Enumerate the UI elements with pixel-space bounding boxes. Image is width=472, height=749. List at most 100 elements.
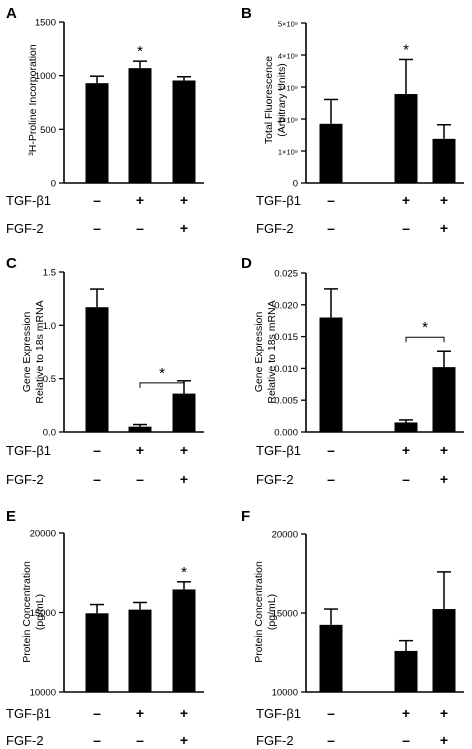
panel-label: B [241, 5, 252, 22]
y-tick-label: 0.5 [43, 374, 56, 385]
treatment-sign: – [402, 732, 410, 748]
y-tick-label: 10000 [30, 688, 56, 699]
y-tick-label: 15000 [272, 609, 298, 620]
treatment-sign: + [440, 192, 448, 208]
treatment-sign: + [402, 192, 410, 208]
y-tick-label: 15000 [30, 608, 56, 619]
treatment-sign: + [180, 220, 188, 236]
y-axis-title: Protein Concentration(pg/mL) [21, 561, 46, 663]
y-tick-label: 0 [51, 179, 56, 190]
treatment-sign: + [440, 220, 448, 236]
treatment-sign: – [402, 471, 410, 487]
treatment-sign: – [93, 192, 101, 208]
y-axis-title-line: Relative to 18s mRNA [34, 300, 46, 403]
treatment-sign: – [136, 220, 144, 236]
treatment-sign: + [136, 442, 144, 458]
panel-label: C [6, 255, 17, 272]
y-tick-label: 0.000 [274, 428, 298, 439]
treatment-label: TGF-β1 [6, 443, 51, 458]
y-axis-title-line: Relative to 18s mRNA [266, 300, 278, 403]
bar [172, 589, 196, 692]
treatment-sign: – [93, 705, 101, 721]
treatment-sign: + [440, 442, 448, 458]
bar [319, 317, 343, 432]
treatment-label: TGF-β1 [256, 443, 301, 458]
y-tick-label: 0.020 [274, 300, 298, 311]
y-tick-label: 10000 [272, 688, 298, 699]
y-tick-label: 20000 [272, 530, 298, 541]
significance-star: * [181, 564, 187, 581]
y-tick-label: 1000 [35, 71, 56, 82]
bar [394, 94, 418, 183]
y-tick-label: 2×10⁹ [278, 116, 298, 125]
treatment-label: FGF-2 [6, 221, 44, 236]
y-axis-title-line: Protein Concentration [21, 561, 33, 663]
treatment-sign: – [327, 471, 335, 487]
treatment-label: TGF-β1 [6, 193, 51, 208]
panel-label: F [241, 508, 250, 525]
significance-bracket [405, 336, 445, 343]
y-tick-label: 0.010 [274, 364, 298, 375]
bar [432, 367, 456, 432]
panel-f: F Protein Concentration(pg/mL) 10000 15000 2… [241, 508, 464, 748]
treatment-sign: – [327, 192, 335, 208]
y-axis-title: ³H-Proline Incorporation [27, 44, 39, 156]
treatment-sign: – [327, 220, 335, 236]
treatment-label: FGF-2 [6, 472, 44, 487]
treatment-sign: – [327, 442, 335, 458]
treatment-label: FGF-2 [256, 221, 294, 236]
significance-star: * [137, 43, 143, 60]
treatment-sign: – [93, 442, 101, 458]
bar [394, 422, 418, 432]
treatment-sign: + [136, 705, 144, 721]
y-axis-title-line: Gene Expression [253, 312, 265, 393]
y-tick-label: 0.015 [274, 332, 298, 343]
treatment-sign: + [440, 732, 448, 748]
panel-e: E Protein Concentration(pg/mL) 10000 15000 2… [6, 508, 204, 748]
y-tick-label: 0.025 [274, 269, 298, 280]
bar [172, 80, 196, 183]
treatment-label: FGF-2 [6, 733, 44, 748]
y-tick-label: 3×10⁹ [278, 84, 298, 93]
y-tick-label: 1500 [35, 18, 56, 29]
treatment-sign: + [180, 705, 188, 721]
treatment-sign: + [180, 471, 188, 487]
significance-star: * [403, 41, 409, 58]
y-axis-title: Gene ExpressionRelative to 18s mRNA [253, 300, 278, 403]
y-tick-label: 5×10⁹ [278, 20, 298, 29]
y-axis-title-line: (Arbitrary Units) [276, 63, 288, 137]
y-axis-title-line: Gene Expression [21, 312, 33, 393]
y-axis-title-line: (pg/mL) [34, 594, 46, 630]
y-tick-label: 1×10⁹ [278, 148, 298, 157]
treatment-sign: + [402, 442, 410, 458]
significance-star: * [422, 319, 428, 336]
panel-c: C Gene ExpressionRelative to 18s mRNA 0.0 0… [6, 255, 204, 487]
treatment-label: FGF-2 [256, 472, 294, 487]
y-axis-title: Gene ExpressionRelative to 18s mRNA [21, 300, 46, 403]
y-tick-label: 20000 [30, 529, 56, 540]
significance-bracket [139, 382, 185, 388]
treatment-sign: + [136, 192, 144, 208]
panel-label: D [241, 255, 252, 272]
bar [394, 650, 418, 692]
panel-label: A [6, 5, 17, 22]
treatment-sign: – [136, 471, 144, 487]
treatment-label: TGF-β1 [256, 706, 301, 721]
treatment-sign: + [180, 442, 188, 458]
bar [432, 138, 456, 183]
treatment-sign: + [440, 471, 448, 487]
treatment-sign: – [136, 732, 144, 748]
y-tick-label: 1.0 [43, 321, 56, 332]
bar [128, 609, 152, 692]
y-axis-title-line: (pg/mL) [266, 594, 278, 630]
y-axis-title-line: Protein Concentration [253, 561, 265, 663]
treatment-label: TGF-β1 [256, 193, 301, 208]
bar [128, 426, 152, 432]
treatment-sign: – [93, 471, 101, 487]
treatment-sign: – [93, 220, 101, 236]
bar [172, 393, 196, 432]
y-axis-title: Total Fluorescence(Arbitrary Units) [263, 56, 288, 144]
panel-a: A ³H-Proline Incorporation 0 500 1000 1500 * TG… [6, 5, 204, 236]
bar [319, 624, 343, 692]
